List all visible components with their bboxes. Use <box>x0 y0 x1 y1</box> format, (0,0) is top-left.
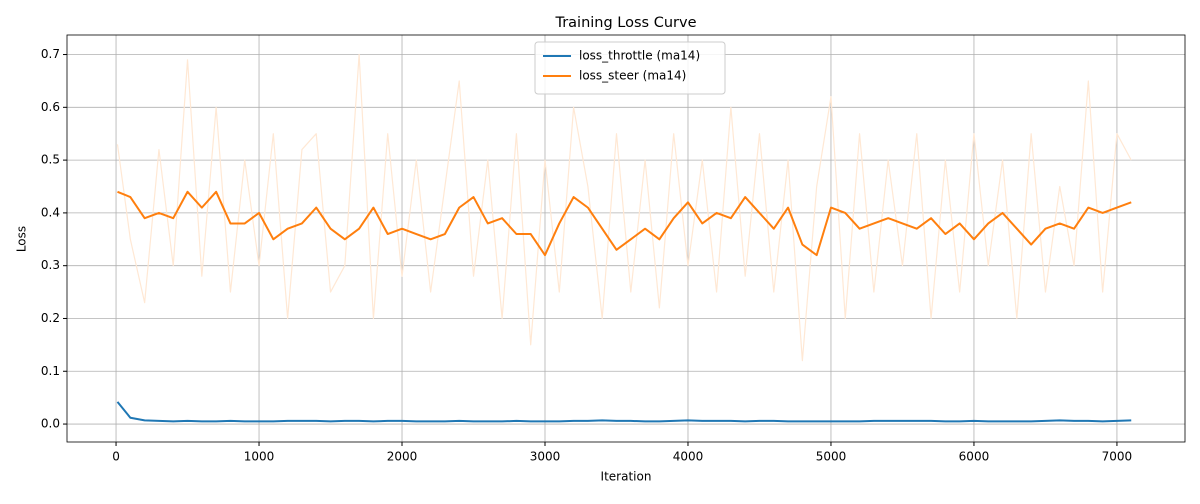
y-tick-label: 0.1 <box>41 364 60 378</box>
x-tick-label: 5000 <box>816 450 847 464</box>
y-tick-label: 0.3 <box>41 258 60 272</box>
y-axis-label: Loss <box>15 226 29 252</box>
legend-label: loss_throttle (ma14) <box>579 49 700 63</box>
x-tick-label: 2000 <box>387 450 418 464</box>
y-tick-label: 0.4 <box>41 205 60 219</box>
legend-box <box>534 41 726 95</box>
x-tick-label: 6000 <box>959 450 990 464</box>
series-line <box>116 53 1132 362</box>
y-tick-label: 0.6 <box>41 100 60 114</box>
y-tick-label: 0.7 <box>41 47 60 61</box>
legend: loss_throttle (ma14) loss_steer (ma14) <box>534 41 726 95</box>
y-tick-label: 0.0 <box>41 417 60 431</box>
legend-label: loss_steer (ma14) <box>579 69 686 83</box>
series-line <box>117 190 1132 257</box>
x-tick-label: 4000 <box>673 450 704 464</box>
x-axis-label: Iteration <box>601 470 652 484</box>
series-line <box>116 401 1132 423</box>
chart-title: Training Loss Curve <box>554 15 696 31</box>
plot-frame <box>66 34 1186 443</box>
x-tick-label: 0 <box>112 450 120 464</box>
x-tick-label: 1000 <box>244 450 275 464</box>
x-tick-label: 3000 <box>530 450 561 464</box>
x-tick-label: 7000 <box>1102 450 1133 464</box>
y-tick-label: 0.5 <box>41 153 60 167</box>
y-tick-label: 0.2 <box>41 311 60 325</box>
